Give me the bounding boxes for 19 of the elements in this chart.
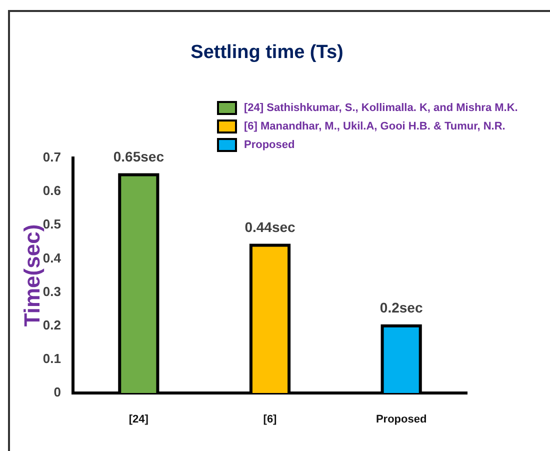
y-tick-label: 0.5 bbox=[42, 216, 61, 232]
legend-label: [24] Sathishkumar, S., Kollimalla. K, and Mishra M.K. bbox=[244, 102, 518, 114]
legend-label: Proposed bbox=[244, 139, 295, 152]
data-label: 0.2sec bbox=[380, 300, 423, 316]
y-tick-label: 0.1 bbox=[42, 351, 61, 366]
y-tick-label: 0 bbox=[54, 384, 61, 400]
y-axis-title: Time(sec) bbox=[19, 224, 44, 327]
y-tick-label: 0.4 bbox=[42, 250, 62, 266]
legend-label: [6] Manandhar, M., Ukil.A, Gooi H.B. & Tumur, N.R. bbox=[244, 120, 506, 133]
data-label: 0.44sec bbox=[244, 219, 296, 236]
x-tick-label: Proposed bbox=[376, 414, 427, 426]
y-tick-label: 0.2 bbox=[42, 317, 61, 332]
y-tick-label: 0.3 bbox=[42, 284, 61, 299]
data-label: 0.65sec bbox=[113, 148, 164, 165]
x-tick-label: [6] bbox=[263, 414, 278, 426]
chart-title: Settling time (Ts) bbox=[190, 42, 344, 64]
y-tick-label: 0.7 bbox=[42, 150, 61, 165]
y-tick-label: 0.6 bbox=[42, 183, 61, 198]
x-tick-label: [24] bbox=[128, 414, 149, 426]
